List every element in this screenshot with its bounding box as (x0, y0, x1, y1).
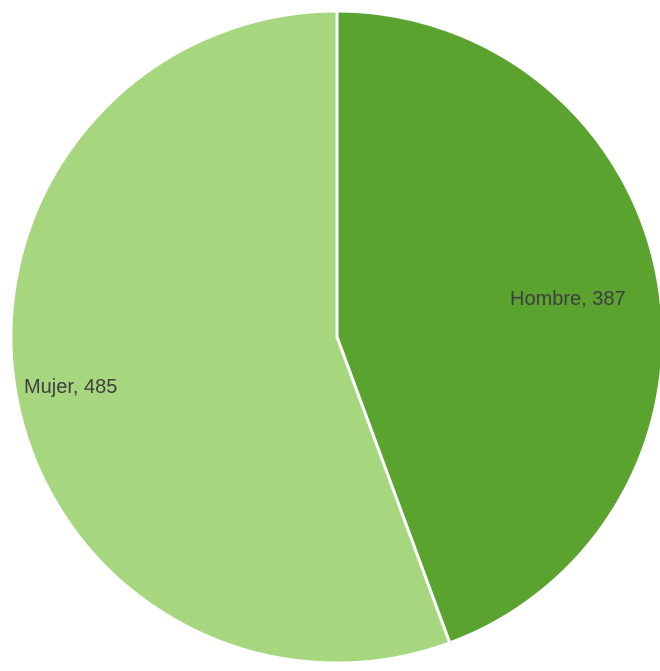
pie-slice-mujer (9, 9, 452, 665)
pie-labels: Hombre, 387 Mujer, 485 (24, 288, 626, 398)
pie-slice-hombre (335, 9, 660, 645)
pie-slices (9, 9, 660, 665)
slice-label-hombre: Hombre, 387 (510, 288, 626, 310)
slice-label-mujer: Mujer, 485 (24, 376, 117, 398)
